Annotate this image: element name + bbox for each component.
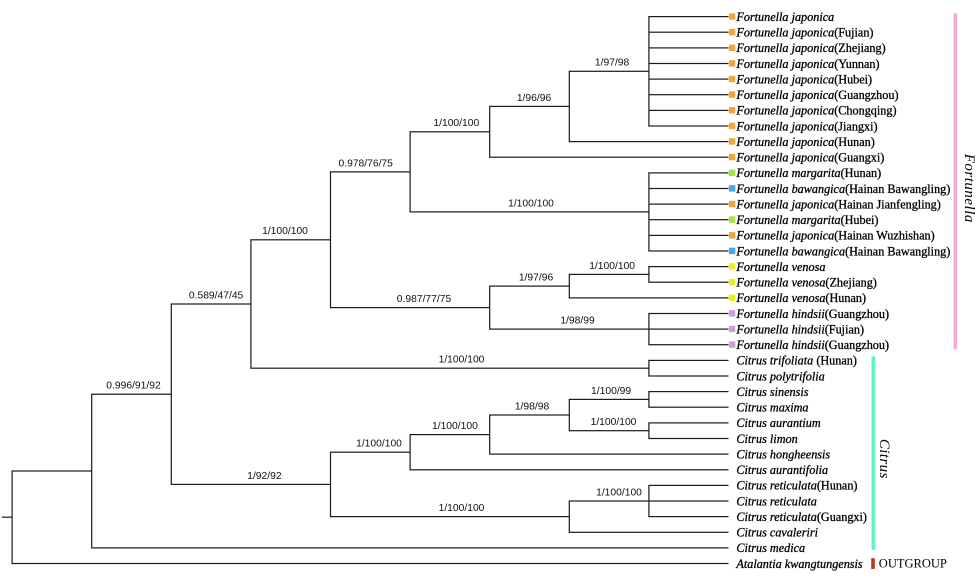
svg-text:1/100/100: 1/100/100 bbox=[439, 355, 485, 366]
svg-text:Fortunella japonica(Guangzhou): Fortunella japonica(Guangzhou) bbox=[735, 88, 898, 102]
svg-text:Citrus aurantifolia: Citrus aurantifolia bbox=[736, 463, 828, 477]
svg-text:Fortunella japonica(Jiangxi): Fortunella japonica(Jiangxi) bbox=[735, 119, 877, 133]
svg-text:Fortunella venosa(Hunan): Fortunella venosa(Hunan) bbox=[735, 291, 866, 305]
svg-text:1/100/100: 1/100/100 bbox=[589, 261, 635, 272]
svg-text:Citrus: Citrus bbox=[876, 439, 892, 479]
svg-text:Citrus cavaleriri: Citrus cavaleriri bbox=[736, 526, 818, 540]
svg-text:Citrus limon: Citrus limon bbox=[736, 432, 797, 446]
svg-text:Fortunella margarita(Hunan): Fortunella margarita(Hunan) bbox=[735, 166, 881, 180]
svg-text:Fortunella bawangica(Hainan Ba: Fortunella bawangica(Hainan Bawangling) bbox=[735, 244, 950, 258]
svg-text:Citrus aurantium: Citrus aurantium bbox=[736, 416, 821, 430]
svg-text:Fortunella bawangica(Hainan Ba: Fortunella bawangica(Hainan Bawangling) bbox=[735, 182, 950, 196]
svg-text:Fortunella japonica(Yunnan): Fortunella japonica(Yunnan) bbox=[735, 57, 879, 71]
svg-text:Citrus sinensis: Citrus sinensis bbox=[736, 385, 808, 399]
svg-text:Fortunella japonica(Hunan): Fortunella japonica(Hunan) bbox=[735, 135, 874, 149]
svg-text:Fortunella venosa: Fortunella venosa bbox=[735, 260, 825, 274]
svg-text:Fortunella japonica(Hainan Wuz: Fortunella japonica(Hainan Wuzhishan) bbox=[735, 229, 934, 243]
svg-text:1/100/99: 1/100/99 bbox=[591, 386, 631, 397]
svg-text:Citrus trifoliata (Hunan): Citrus trifoliata (Hunan) bbox=[736, 354, 857, 368]
svg-text:Fortunella japonica(Guangxi): Fortunella japonica(Guangxi) bbox=[735, 151, 884, 165]
svg-text:Atalantia kwangtungensis: Atalantia kwangtungensis bbox=[735, 557, 863, 571]
svg-text:1/97/98: 1/97/98 bbox=[595, 58, 630, 69]
svg-text:1/100/100: 1/100/100 bbox=[591, 417, 637, 428]
svg-text:0.996/91/92: 0.996/91/92 bbox=[106, 381, 161, 392]
svg-text:1/98/99: 1/98/99 bbox=[560, 316, 595, 327]
svg-text:Fortunella japonica(Fujian): Fortunella japonica(Fujian) bbox=[735, 26, 873, 40]
svg-text:Fortunella: Fortunella bbox=[961, 153, 977, 223]
svg-text:0.589/47/45: 0.589/47/45 bbox=[189, 290, 244, 301]
svg-text:1/97/96: 1/97/96 bbox=[519, 273, 554, 284]
svg-text:1/96/96: 1/96/96 bbox=[517, 93, 552, 104]
svg-text:1/100/100: 1/100/100 bbox=[439, 503, 485, 514]
svg-text:Fortunella hindsii(Guangzhou): Fortunella hindsii(Guangzhou) bbox=[735, 307, 889, 321]
svg-text:1/100/100: 1/100/100 bbox=[432, 421, 478, 432]
svg-text:1/92/92: 1/92/92 bbox=[247, 471, 282, 482]
svg-text:Citrus reticulata: Citrus reticulata bbox=[736, 494, 816, 508]
svg-text:Citrus hongheensis: Citrus hongheensis bbox=[736, 447, 830, 461]
svg-text:Fortunella japonica(Zhejiang): Fortunella japonica(Zhejiang) bbox=[735, 41, 885, 55]
svg-text:1/100/100: 1/100/100 bbox=[262, 226, 308, 237]
svg-text:OUTGROUP: OUTGROUP bbox=[879, 556, 947, 570]
svg-text:Fortunella hindsii(Guangzhou): Fortunella hindsii(Guangzhou) bbox=[735, 338, 889, 352]
svg-text:Fortunella venosa(Zhejiang): Fortunella venosa(Zhejiang) bbox=[735, 276, 876, 290]
svg-text:1/100/100: 1/100/100 bbox=[596, 487, 642, 498]
svg-text:Citrus medica: Citrus medica bbox=[736, 541, 805, 555]
svg-text:Fortunella hindsii(Fujian): Fortunella hindsii(Fujian) bbox=[735, 322, 864, 336]
svg-text:Citrus reticulata(Guangxi): Citrus reticulata(Guangxi) bbox=[736, 510, 867, 524]
svg-text:Fortunella japonica(Hubei): Fortunella japonica(Hubei) bbox=[735, 72, 872, 86]
svg-text:Fortunella japonica(Chongqing): Fortunella japonica(Chongqing) bbox=[735, 104, 896, 118]
svg-text:0.987/77/75: 0.987/77/75 bbox=[397, 294, 452, 305]
svg-text:1/100/100: 1/100/100 bbox=[508, 198, 554, 209]
svg-text:Fortunella japonica(Hainan Jia: Fortunella japonica(Hainan Jianfengling) bbox=[735, 197, 940, 211]
svg-text:1/100/100: 1/100/100 bbox=[433, 118, 479, 129]
svg-text:Fortunella japonica: Fortunella japonica bbox=[735, 10, 834, 24]
svg-text:Fortunella margarita(Hubei): Fortunella margarita(Hubei) bbox=[735, 213, 878, 227]
svg-text:0.978/76/75: 0.978/76/75 bbox=[338, 158, 393, 169]
svg-text:1/100/100: 1/100/100 bbox=[356, 439, 402, 450]
svg-text:Citrus reticulata(Hunan): Citrus reticulata(Hunan) bbox=[736, 479, 857, 493]
svg-text:Citrus maxima: Citrus maxima bbox=[736, 401, 808, 415]
svg-text:1/98/98: 1/98/98 bbox=[515, 401, 550, 412]
svg-text:Citrus polytrifolia: Citrus polytrifolia bbox=[736, 369, 824, 383]
